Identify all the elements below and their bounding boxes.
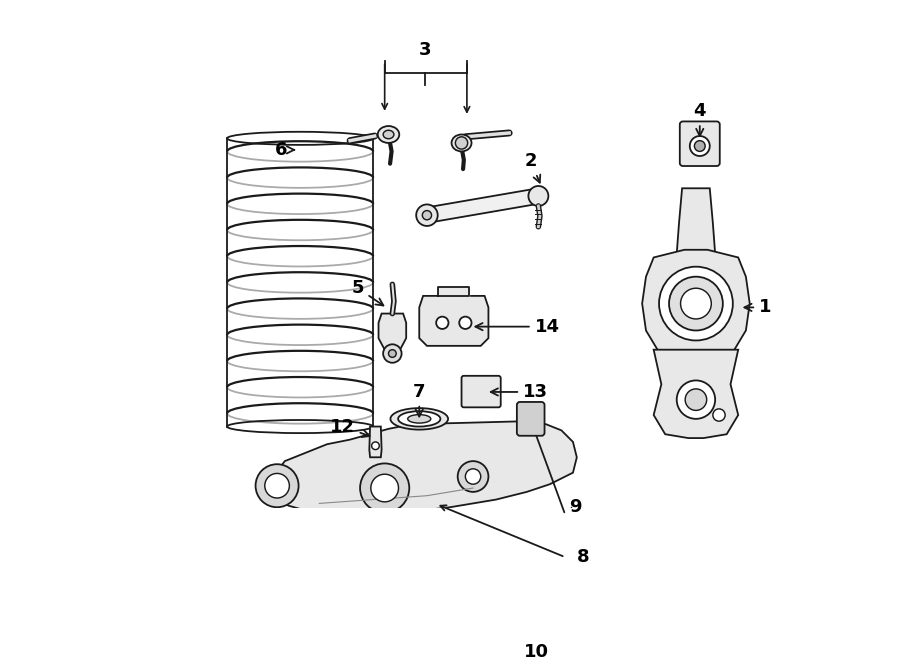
Text: 13: 13 [491, 383, 548, 401]
Circle shape [256, 464, 299, 507]
Polygon shape [269, 421, 577, 514]
Ellipse shape [391, 408, 448, 430]
Circle shape [265, 473, 290, 498]
FancyBboxPatch shape [680, 122, 720, 166]
Circle shape [372, 442, 379, 449]
Text: 9: 9 [569, 498, 581, 516]
Circle shape [459, 317, 472, 329]
Circle shape [689, 136, 710, 156]
Circle shape [436, 317, 448, 329]
Circle shape [422, 211, 432, 220]
Text: 1: 1 [744, 298, 771, 317]
Ellipse shape [398, 411, 440, 426]
Polygon shape [642, 250, 750, 354]
Circle shape [680, 288, 711, 319]
Circle shape [389, 350, 396, 358]
Ellipse shape [378, 126, 400, 143]
Polygon shape [426, 188, 540, 223]
Ellipse shape [452, 134, 472, 151]
Ellipse shape [408, 414, 431, 423]
Circle shape [383, 344, 401, 363]
Circle shape [685, 389, 706, 410]
Circle shape [458, 461, 489, 492]
Circle shape [416, 204, 437, 226]
Text: 14: 14 [475, 318, 560, 336]
Text: 4: 4 [694, 102, 706, 136]
Text: 12: 12 [330, 418, 370, 437]
Circle shape [669, 277, 723, 330]
Circle shape [371, 474, 399, 502]
Text: 8: 8 [577, 548, 590, 566]
Text: 7: 7 [413, 383, 426, 416]
Circle shape [713, 409, 725, 421]
Ellipse shape [318, 513, 335, 526]
Circle shape [659, 266, 733, 340]
Polygon shape [379, 313, 406, 350]
Text: 11: 11 [0, 660, 1, 661]
Circle shape [465, 469, 481, 485]
Text: 6: 6 [274, 141, 294, 159]
FancyBboxPatch shape [445, 616, 464, 632]
Ellipse shape [321, 516, 331, 524]
Circle shape [677, 381, 716, 419]
Polygon shape [677, 188, 716, 261]
FancyBboxPatch shape [462, 376, 500, 407]
Circle shape [455, 137, 468, 149]
Circle shape [528, 186, 548, 206]
Text: 2: 2 [525, 153, 540, 182]
Ellipse shape [383, 130, 394, 139]
Circle shape [695, 141, 706, 151]
Circle shape [360, 463, 410, 513]
Polygon shape [369, 426, 382, 457]
Text: 3: 3 [419, 41, 432, 59]
Text: 5: 5 [352, 279, 383, 305]
Polygon shape [419, 296, 489, 346]
Polygon shape [653, 350, 738, 438]
FancyBboxPatch shape [517, 402, 544, 436]
Text: 10: 10 [524, 642, 549, 661]
Polygon shape [438, 287, 469, 296]
